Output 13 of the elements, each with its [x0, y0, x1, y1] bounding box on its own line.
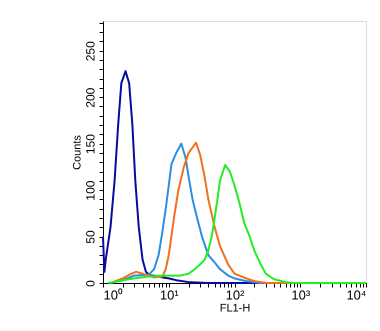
x-tick-label: 10³ — [291, 288, 311, 302]
y-tick-label: 100 — [84, 180, 98, 201]
y-tick-label: 50 — [84, 230, 98, 244]
x-tick-label: 10¹ — [160, 288, 180, 302]
y-tick-label: 250 — [84, 40, 98, 62]
x-axis-title: FL1-H — [220, 302, 250, 314]
y-axis-title: Counts — [72, 134, 84, 170]
y-tick-label: 0 — [84, 280, 98, 287]
x-tick-label: 10⁰ — [104, 288, 123, 302]
x-tick-label: 10⁴ — [346, 288, 366, 302]
y-tick-label: 150 — [84, 134, 98, 154]
y-tick-label: 200 — [84, 87, 98, 108]
x-tick-label: 10² — [226, 288, 246, 302]
